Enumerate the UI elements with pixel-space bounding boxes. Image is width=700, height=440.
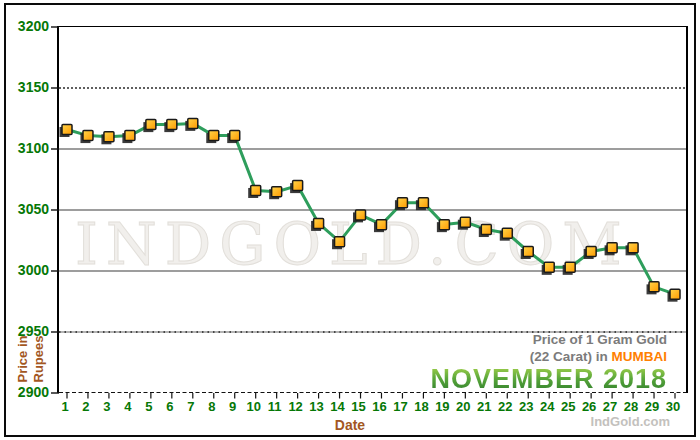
data-point-day-14: [335, 237, 345, 247]
x-axis-tick-label: 30: [661, 399, 685, 414]
data-point-day-15: [356, 210, 366, 220]
data-point-day-29: [649, 282, 659, 292]
y-axis-tick-label: 3100: [0, 140, 49, 156]
data-point-day-28: [628, 243, 638, 253]
data-point-day-30: [670, 289, 680, 299]
data-point-day-21: [481, 225, 491, 235]
data-point-day-1: [62, 124, 72, 134]
legend-line1: Price of 1 Gram Gold: [430, 331, 667, 348]
y-axis-tick-label: 3050: [0, 201, 49, 217]
y-axis-title: Price in Rupees: [15, 311, 51, 407]
data-point-day-13: [314, 218, 324, 228]
y-axis-title-line2: Rupees: [31, 311, 47, 407]
y-axis-tick-label: 3000: [0, 262, 49, 278]
data-point-day-3: [104, 132, 114, 142]
data-point-day-6: [167, 120, 177, 130]
data-point-day-12: [293, 181, 303, 191]
data-point-day-23: [523, 246, 533, 256]
data-point-day-10: [251, 185, 261, 195]
data-point-day-4: [125, 131, 135, 141]
data-point-day-5: [146, 120, 156, 130]
data-point-day-26: [586, 246, 596, 256]
data-point-day-19: [439, 220, 449, 230]
data-point-day-11: [272, 187, 282, 197]
data-point-day-20: [460, 217, 470, 227]
chart-legend: Price of 1 Gram Gold (22 Carat) in MUMBA…: [430, 331, 667, 394]
y-axis-tick-label: 3200: [0, 18, 49, 34]
data-point-day-24: [544, 262, 554, 272]
data-point-day-27: [607, 243, 617, 253]
legend-city: MUMBAI: [612, 349, 668, 364]
legend-line2: (22 Carat) in MUMBAI: [430, 348, 667, 365]
y-axis-title-line1: Price in: [15, 311, 31, 407]
y-axis-tick-label: 3150: [0, 79, 49, 95]
data-point-day-7: [188, 118, 198, 128]
data-point-day-22: [502, 228, 512, 238]
data-point-day-18: [418, 198, 428, 208]
legend-carat-text: (22 Carat) in: [530, 349, 612, 364]
data-point-day-17: [397, 198, 407, 208]
gold-price-chart: INDGOLD.COM 3200315031003050300029502900…: [0, 0, 700, 440]
data-point-day-8: [209, 131, 219, 141]
data-point-day-25: [565, 262, 575, 272]
data-point-day-2: [83, 131, 93, 141]
x-axis-title: Date: [300, 417, 400, 433]
data-point-day-16: [376, 220, 386, 230]
legend-period: NOVEMBER 2018: [430, 365, 667, 394]
data-point-day-9: [230, 131, 240, 141]
site-brand: IndGold.com: [591, 414, 670, 429]
